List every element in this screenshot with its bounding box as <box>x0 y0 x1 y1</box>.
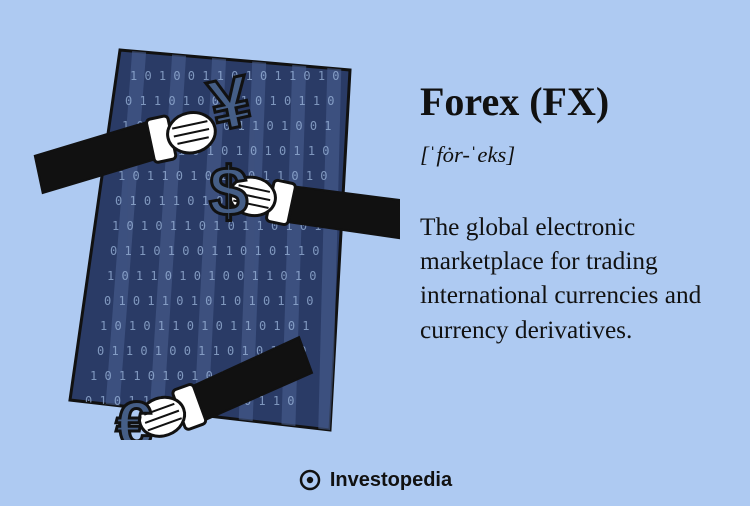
term-title: Forex (FX) <box>420 80 720 124</box>
svg-text:0 1 1 0 1 0 0 1 1 0 1 0 1 1 0: 0 1 1 0 1 0 0 1 1 0 1 0 1 1 0 <box>110 244 320 258</box>
illustration-svg: 1 0 1 0 0 1 1 0 1 0 1 1 0 1 0 0 1 1 0 1 … <box>30 40 400 440</box>
investopedia-logo-icon <box>298 468 322 492</box>
definition-block: Forex (FX) [ˈfȯr-ˈeks] The global electr… <box>420 80 720 347</box>
term-pronunciation: [ˈfȯr-ˈeks] <box>420 142 720 168</box>
term-definition: The global electronic marketplace for tr… <box>420 210 720 347</box>
brand-name: Investopedia <box>330 469 452 492</box>
svg-text:1 0 1 0 1 1 0 1 0 1 1 0 1 0 1: 1 0 1 0 1 1 0 1 0 1 1 0 1 0 1 <box>100 319 310 333</box>
infographic-canvas: 1 0 1 0 0 1 1 0 1 0 1 1 0 1 0 0 1 1 0 1 … <box>0 0 750 506</box>
svg-text:0 1 0 1 1 0 1 0 1 0 1 0 1 1 0: 0 1 0 1 1 0 1 0 1 0 1 0 1 1 0 <box>104 294 314 308</box>
svg-text:1 0 1 1 0 1 0 1 0 0 1 1 0 1 0: 1 0 1 1 0 1 0 1 0 0 1 1 0 1 0 <box>107 269 317 283</box>
forex-illustration: 1 0 1 0 0 1 1 0 1 0 1 1 0 1 0 0 1 1 0 1 … <box>30 40 400 440</box>
brand-footer: Investopedia <box>0 468 750 492</box>
svg-text:$: $ <box>209 152 248 230</box>
svg-text:€: € <box>116 388 153 440</box>
